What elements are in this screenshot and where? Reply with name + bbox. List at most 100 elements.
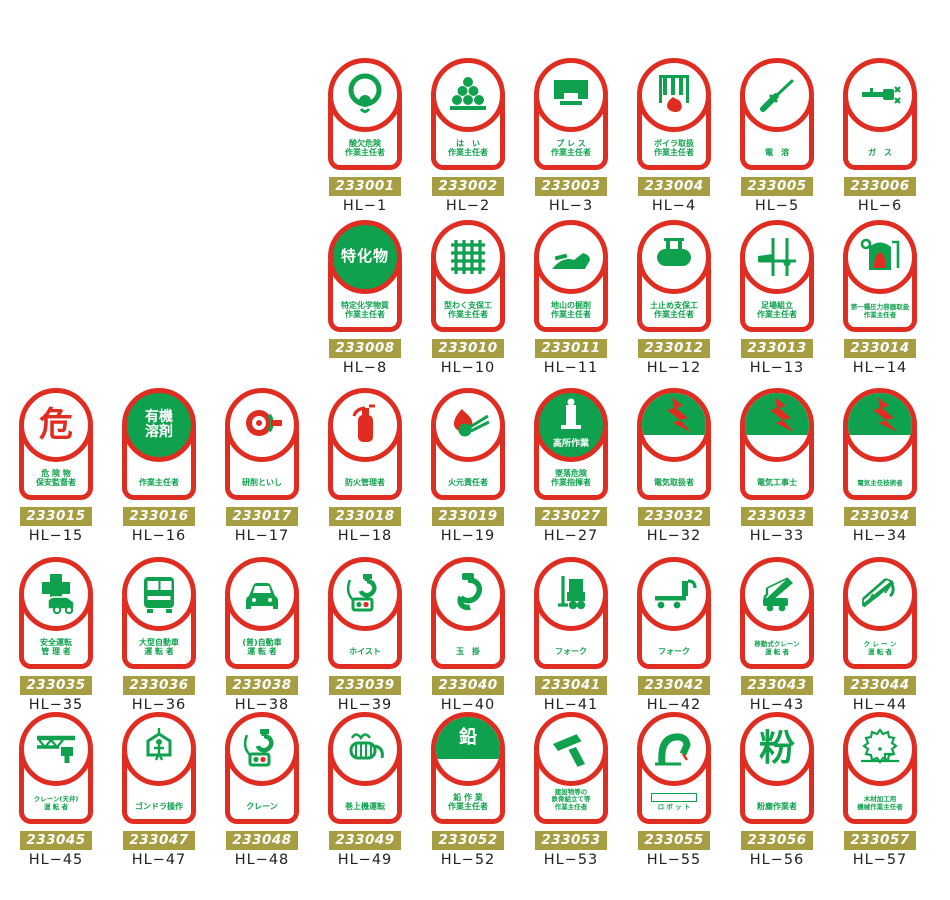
product-code: 233042 [638, 676, 710, 695]
badge-row: 安全運転管 理 者 233035 HL−35 大型自動車運 転 者 233036… [8, 557, 928, 713]
badge-circle [637, 220, 711, 294]
badge-label: 鉛 作 業作業主任者 [448, 792, 488, 812]
lightning-bolt-icon [745, 395, 809, 443]
helmet-sticker-item[interactable]: 大型自動車運 転 者 233036 HL−36 [111, 557, 207, 713]
model-number: HL−4 [651, 197, 697, 214]
helmet-sticker-item[interactable]: ロ ボ ッ ト 233055 HL−55 [626, 712, 722, 868]
helmet-sticker-item[interactable]: は い作業主任者 233002 HL−2 [420, 58, 516, 214]
badge-label: プ レ ス作業主任者 [551, 138, 591, 158]
sticker-badge: クレーン [222, 712, 302, 824]
grinding-wheel-icon [238, 401, 286, 449]
sticker-badge: 電気取扱者 [634, 388, 714, 500]
helmet-sticker-item[interactable]: ガ ス 233006 HL−6 [832, 58, 928, 214]
helmet-sticker-item[interactable]: 防火管理者 233018 HL−18 [317, 388, 413, 544]
helmet-sticker-item[interactable]: ボイラ取扱 作業主任者 233004 HL−4 [626, 58, 722, 214]
circle-text: 有機 溶剤 [145, 409, 173, 440]
helmet-sticker-item[interactable]: 特化物 特定化学物質 作業主任者 233008 HL−8 [317, 220, 413, 376]
badge-label: 電気取扱者 [654, 478, 694, 488]
sticker-badge: フォーク [531, 557, 611, 669]
helmet-sticker-item[interactable]: 建設物等の 鉄骨組立て等 作業主任者 233053 HL−53 [523, 712, 619, 868]
product-code: 233012 [638, 339, 710, 358]
badge-circle [328, 712, 402, 786]
helmet-sticker-item[interactable]: 粉 粉塵作業者 233056 HL−56 [729, 712, 825, 868]
overhead-crane-icon [32, 725, 80, 773]
helmet-sticker-item[interactable]: 移動式クレーン運 転 者 233043 HL−43 [729, 557, 825, 713]
sticker-badge: 有機 溶剤 作業主任者 [119, 388, 199, 500]
product-code: 233057 [844, 831, 916, 850]
model-number: HL−1 [342, 197, 388, 214]
helmet-sticker-item[interactable]: クレーン(天井) 運 転 者 233045 HL−45 [8, 712, 104, 868]
badge-circle [225, 712, 299, 786]
helmet-sticker-item[interactable]: 電 溶 233005 HL−5 [729, 58, 825, 214]
helmet-sticker-item[interactable]: 第一種圧力容器取扱 作業主任者 233014 HL−14 [832, 220, 928, 376]
model-number: HL−33 [749, 527, 805, 544]
badge-circle [431, 58, 505, 132]
helmet-sticker-item[interactable]: 研削といし 233017 HL−17 [214, 388, 310, 544]
product-code: 233011 [535, 339, 607, 358]
helmet-sticker-item[interactable]: 木材加工用 機械作業主任者 233057 HL−57 [832, 712, 928, 868]
helmet-sticker-item[interactable]: ゴンドラ操作 233047 HL−47 [111, 712, 207, 868]
flame-icon [444, 401, 492, 449]
badge-label: 防火管理者 [345, 478, 385, 488]
helmet-sticker-item[interactable]: 電気工事士 233033 HL−33 [729, 388, 825, 544]
crane-jib-icon [856, 570, 904, 618]
helmet-sticker-item[interactable]: 地山の掘削 作業主任者 233011 HL−11 [523, 220, 619, 376]
sticker-badge: 地山の掘削 作業主任者 [531, 220, 611, 332]
helmet-sticker-item[interactable]: フォーク 233042 HL−42 [626, 557, 722, 713]
badge-circle: 危 [19, 388, 93, 462]
sticker-badge: 危 危 険 物保安監督者 [16, 388, 96, 500]
badge-circle [637, 58, 711, 132]
helmet-sticker-item[interactable]: 高所作業 墜落危険 作業指揮者 233027 HL−27 [523, 388, 619, 544]
helmet-sticker-item[interactable]: 土止め支保工 作業主任者 233012 HL−12 [626, 220, 722, 376]
badge-label: ゴンドラ操作 [135, 802, 183, 812]
helmet-sticker-item[interactable]: 鉛 鉛 作 業作業主任者 233052 HL−52 [420, 712, 516, 868]
helmet-sticker-item[interactable]: ク レ ー ン運 転 者 233044 HL−44 [832, 557, 928, 713]
helmet-sticker-item[interactable]: 火元責任者 233019 HL−19 [420, 388, 516, 544]
sticker-badge: 高所作業 墜落危険 作業指揮者 [531, 388, 611, 500]
badge-label: 研削といし [242, 478, 282, 488]
circle-text: 特化物 [340, 247, 389, 266]
badge-label: クレーン(天井) 運 転 者 [33, 795, 79, 812]
excavation-icon [547, 233, 595, 281]
forklift-icon [547, 570, 595, 618]
product-code: 233052 [432, 831, 504, 850]
product-code: 233001 [329, 177, 401, 196]
helmet-sticker-item[interactable]: 玉 掛 233040 HL−40 [420, 557, 516, 713]
helmet-sticker-item[interactable]: フォーク 233041 HL−41 [523, 557, 619, 713]
helmet-sticker-item[interactable]: 酸欠危険 作業主任者 233001 HL−1 [317, 58, 413, 214]
model-number: HL−56 [749, 851, 805, 868]
badge-row: 特化物 特定化学物質 作業主任者 233008 HL−8 型わく支保工 作業主任者 … [317, 220, 928, 376]
helmet-sticker-item[interactable]: 安全運転管 理 者 233035 HL−35 [8, 557, 104, 713]
helmet-sticker-item[interactable]: 巻上機運転 233049 HL−49 [317, 712, 413, 868]
model-number: HL−57 [852, 851, 908, 868]
product-code: 233016 [123, 507, 195, 526]
badge-label: クレーン [246, 802, 278, 812]
product-code: 233056 [741, 831, 813, 850]
sticker-badge: 巻上機運転 [325, 712, 405, 824]
helmet-sticker-item[interactable]: 危 危 険 物保安監督者 233015 HL−15 [8, 388, 104, 544]
helmet-sticker-item[interactable]: クレーン 233048 HL−48 [214, 712, 310, 868]
product-code: 233034 [844, 507, 916, 526]
product-code: 233036 [123, 676, 195, 695]
sticker-badge: 酸欠危険 作業主任者 [325, 58, 405, 170]
winch-icon [341, 725, 389, 773]
product-code: 233005 [741, 177, 813, 196]
badge-circle [19, 557, 93, 631]
badge-label: 第一種圧力容器取扱 作業主任者 [850, 303, 910, 320]
helmet-sticker-item[interactable]: (普)自動車運 転 者 233038 HL−38 [214, 557, 310, 713]
helmet-sticker-item[interactable]: ホイスト 233039 HL−39 [317, 557, 413, 713]
sticker-badge: は い作業主任者 [428, 58, 508, 170]
product-code: 233013 [741, 339, 813, 358]
helmet-sticker-item[interactable]: プ レ ス作業主任者 233003 HL−3 [523, 58, 619, 214]
badge-label: 木材加工用 機械作業主任者 [857, 795, 903, 812]
badge-label: (普)自動車運 転 者 [242, 637, 282, 657]
helmet-sticker-item[interactable]: 電気取扱者 233032 HL−32 [626, 388, 722, 544]
model-number: HL−8 [342, 359, 388, 376]
badge-circle: 鉛 [431, 712, 505, 786]
lightning-bolt-icon [848, 395, 912, 443]
helmet-sticker-item[interactable]: 足場組立 作業主任者 233013 HL−13 [729, 220, 825, 376]
helmet-sticker-item[interactable]: 有機 溶剤 作業主任者 233016 HL−16 [111, 388, 207, 544]
helmet-sticker-item[interactable]: 型わく支保工 作業主任者 233010 HL−10 [420, 220, 516, 376]
helmet-sticker-item[interactable]: 電気主任技術者 233034 HL−34 [832, 388, 928, 544]
badge-label: 墜落危険 作業指揮者 [551, 468, 591, 488]
